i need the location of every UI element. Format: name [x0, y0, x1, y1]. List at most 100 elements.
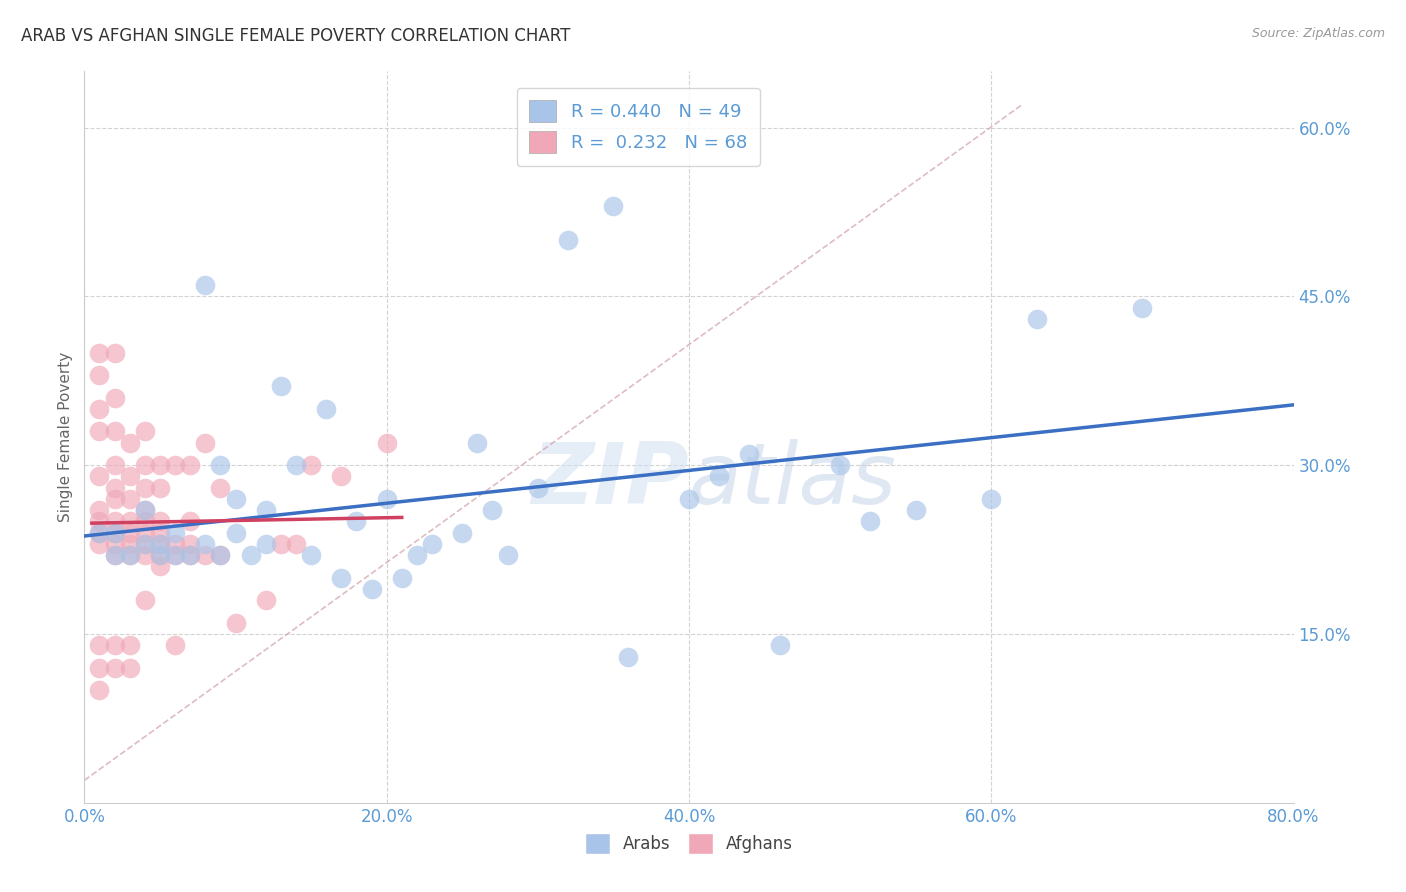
Point: [299, 548, 322, 562]
Point: [104, 525, 127, 540]
Point: [134, 537, 156, 551]
Point: [104, 491, 127, 506]
Point: [104, 548, 127, 562]
Point: [104, 458, 127, 473]
Point: [225, 615, 247, 630]
Point: [149, 537, 172, 551]
Text: ZIP: ZIP: [531, 440, 689, 523]
Point: [134, 425, 156, 439]
Point: [496, 548, 519, 562]
Point: [270, 379, 292, 393]
Point: [89, 525, 111, 540]
Point: [104, 345, 127, 359]
Point: [830, 458, 852, 473]
Point: [89, 503, 111, 517]
Point: [451, 525, 474, 540]
Point: [346, 515, 368, 529]
Point: [89, 345, 111, 359]
Point: [149, 548, 172, 562]
Point: [104, 548, 127, 562]
Point: [285, 458, 308, 473]
Point: [194, 435, 217, 450]
Point: [134, 525, 156, 540]
Point: [209, 548, 232, 562]
Point: [270, 537, 292, 551]
Point: [209, 548, 232, 562]
Text: atlas: atlas: [689, 440, 897, 523]
Point: [904, 503, 927, 517]
Point: [89, 537, 111, 551]
Point: [104, 638, 127, 652]
Point: [89, 368, 111, 383]
Point: [134, 593, 156, 607]
Point: [420, 537, 443, 551]
Point: [481, 503, 503, 517]
Point: [360, 582, 382, 596]
Point: [165, 638, 187, 652]
Point: [194, 278, 217, 293]
Point: [209, 481, 232, 495]
Point: [104, 391, 127, 405]
Point: [330, 571, 353, 585]
Point: [118, 469, 141, 483]
Point: [89, 515, 111, 529]
Point: [104, 525, 127, 540]
Point: [678, 491, 700, 506]
Point: [179, 548, 201, 562]
Point: [285, 537, 308, 551]
Point: [134, 537, 156, 551]
Point: [134, 458, 156, 473]
Point: [149, 548, 172, 562]
Point: [104, 515, 127, 529]
Point: [134, 481, 156, 495]
Point: [330, 469, 353, 483]
Point: [375, 435, 398, 450]
Point: [467, 435, 489, 450]
Point: [149, 515, 172, 529]
Point: [254, 593, 277, 607]
Point: [118, 435, 141, 450]
Point: [149, 458, 172, 473]
Point: [239, 548, 262, 562]
Point: [149, 481, 172, 495]
Point: [179, 515, 201, 529]
Y-axis label: Single Female Poverty: Single Female Poverty: [58, 352, 73, 522]
Point: [1130, 301, 1153, 315]
Legend: Arabs, Afghans: Arabs, Afghans: [578, 827, 800, 860]
Point: [165, 548, 187, 562]
Point: [557, 233, 579, 247]
Point: [118, 491, 141, 506]
Point: [225, 525, 247, 540]
Text: ARAB VS AFGHAN SINGLE FEMALE POVERTY CORRELATION CHART: ARAB VS AFGHAN SINGLE FEMALE POVERTY COR…: [21, 27, 571, 45]
Point: [104, 661, 127, 675]
Point: [165, 537, 187, 551]
Point: [299, 458, 322, 473]
Point: [179, 537, 201, 551]
Point: [179, 458, 201, 473]
Point: [602, 199, 624, 213]
Point: [89, 469, 111, 483]
Point: [709, 469, 731, 483]
Point: [165, 548, 187, 562]
Point: [89, 401, 111, 416]
Point: [89, 661, 111, 675]
Point: [769, 638, 792, 652]
Point: [738, 447, 761, 461]
Point: [527, 481, 550, 495]
Point: [118, 525, 141, 540]
Point: [118, 548, 141, 562]
Point: [1025, 312, 1047, 326]
Point: [104, 481, 127, 495]
Point: [194, 548, 217, 562]
Point: [104, 425, 127, 439]
Point: [165, 525, 187, 540]
Point: [375, 491, 398, 506]
Point: [617, 649, 640, 664]
Point: [149, 525, 172, 540]
Point: [89, 683, 111, 698]
Point: [134, 503, 156, 517]
Point: [254, 537, 277, 551]
Point: [118, 548, 141, 562]
Point: [134, 548, 156, 562]
Point: [209, 458, 232, 473]
